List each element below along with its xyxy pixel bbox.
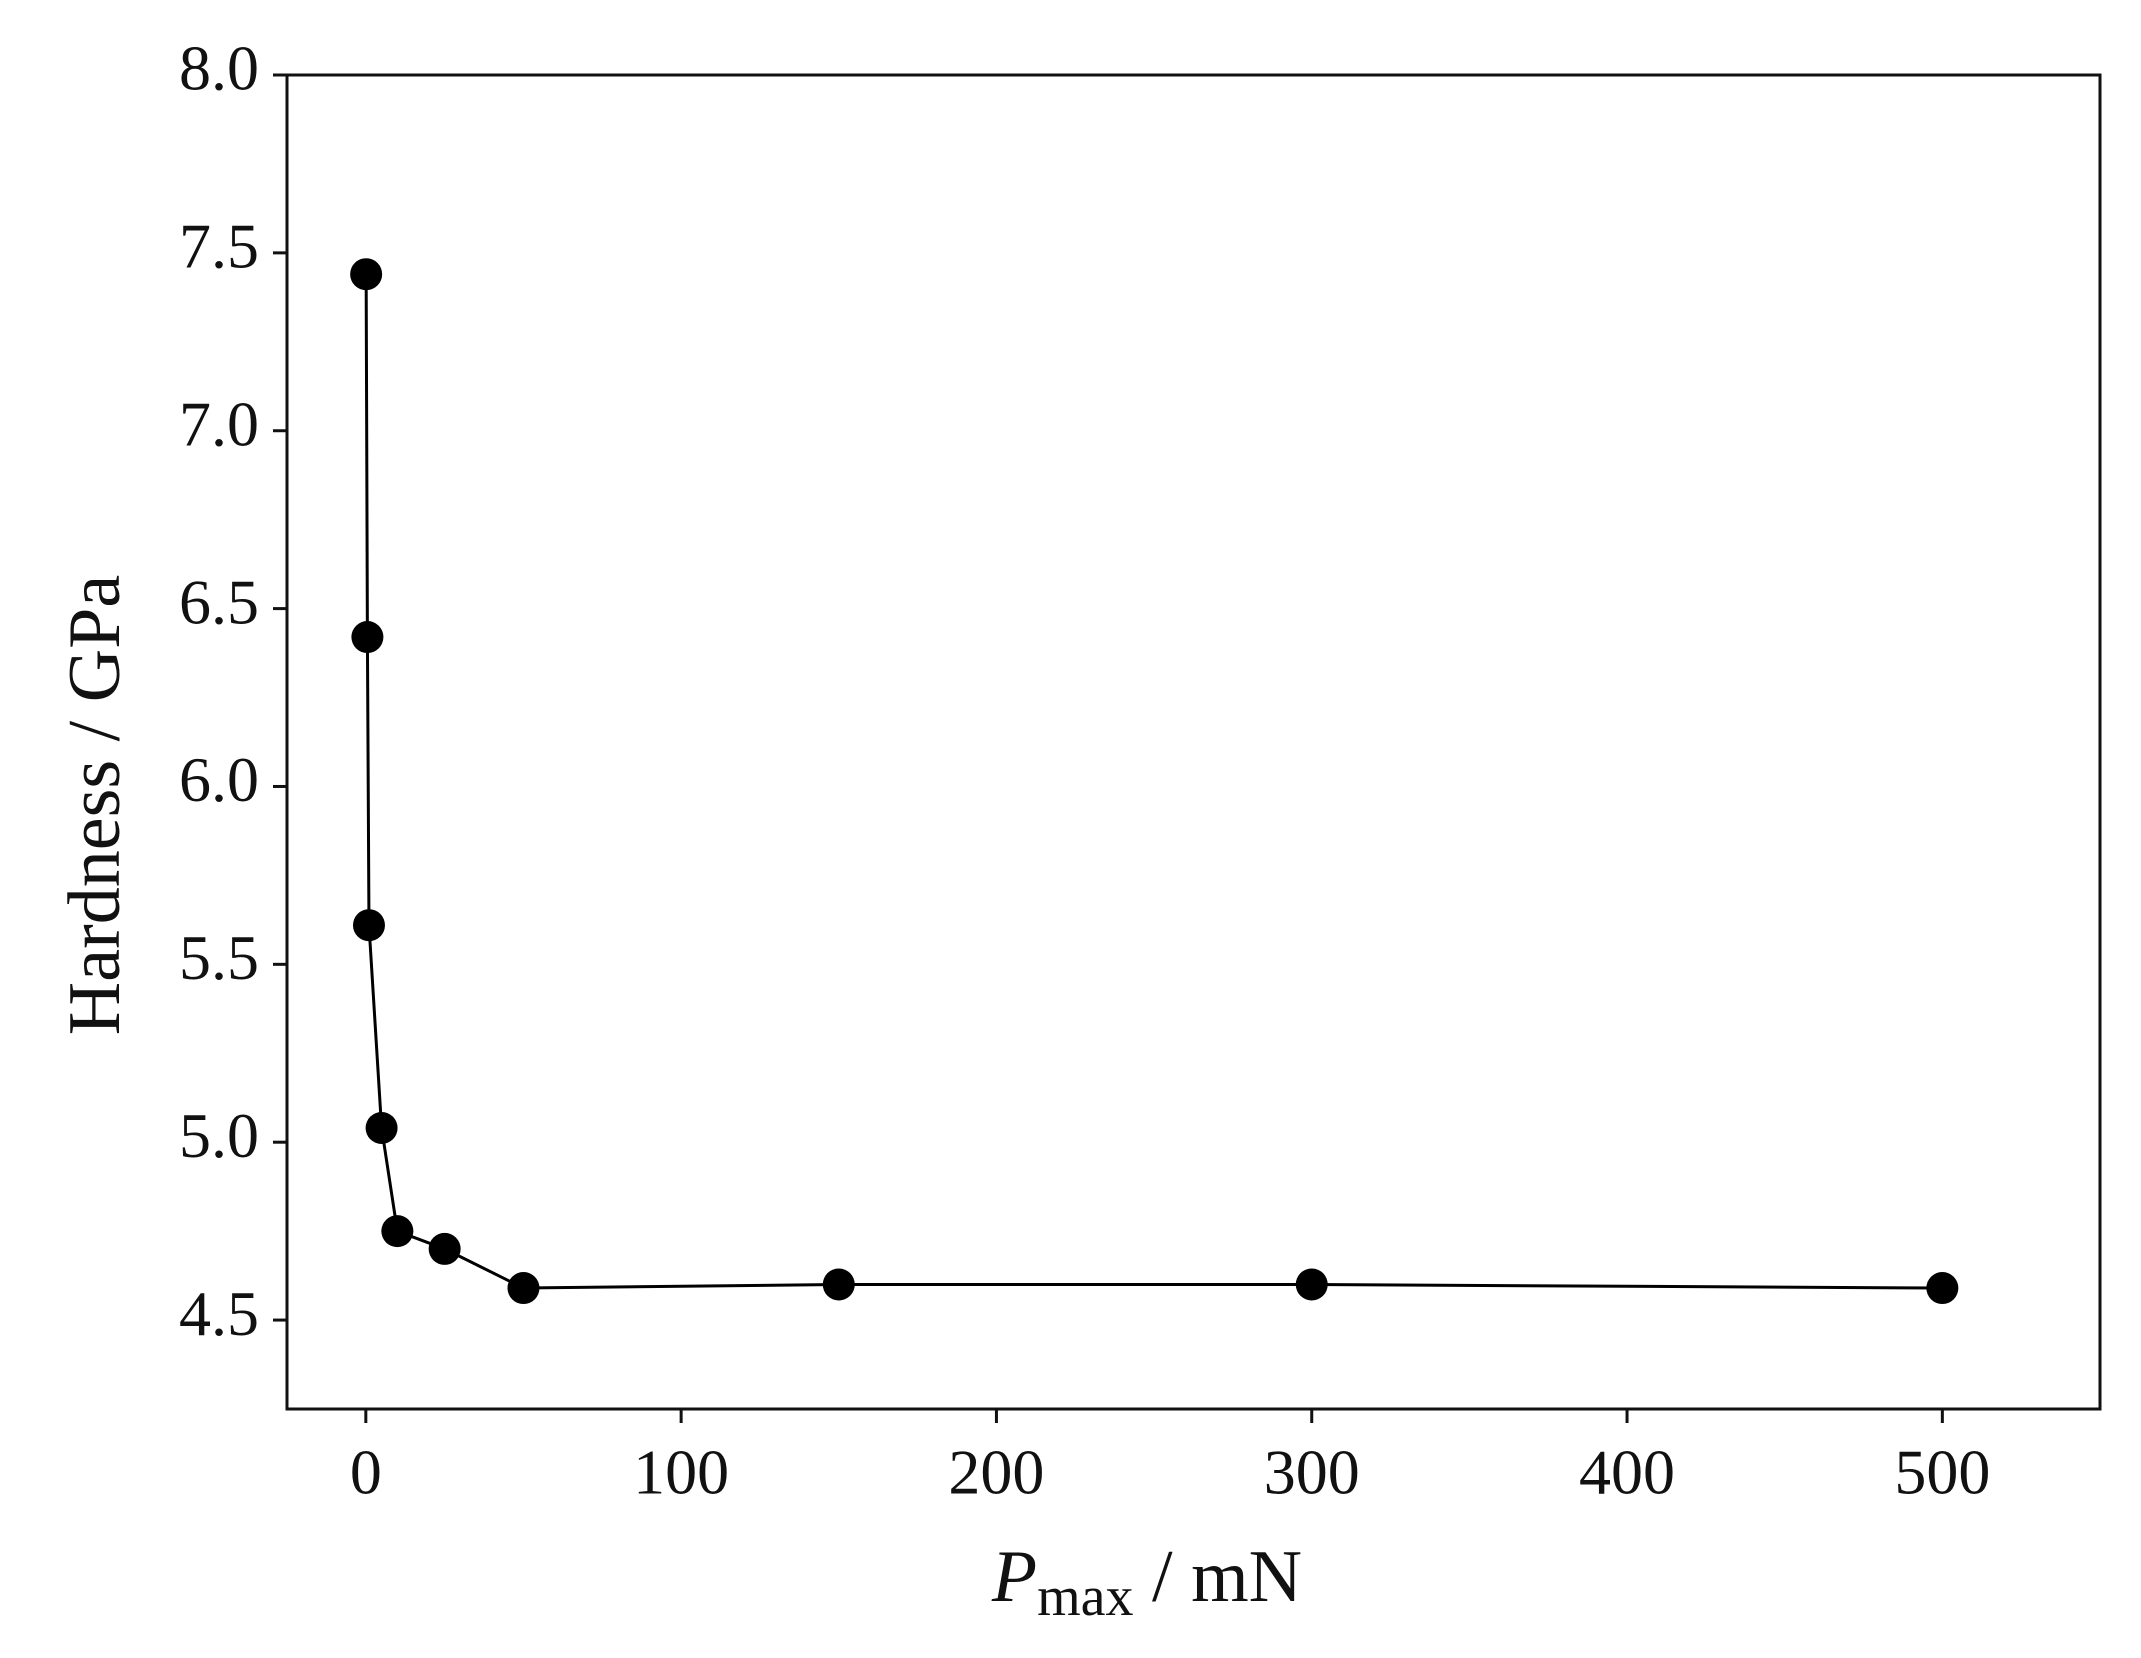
data-point bbox=[1295, 1268, 1328, 1301]
data-point bbox=[822, 1268, 855, 1301]
series-line bbox=[364, 274, 1943, 1290]
y-tick-label: 6.0 bbox=[179, 744, 259, 815]
y-tick-label: 5.5 bbox=[179, 922, 259, 993]
data-point bbox=[350, 258, 383, 291]
x-tick-label: 500 bbox=[1894, 1437, 1990, 1508]
y-tick-label: 7.5 bbox=[179, 211, 259, 282]
data-point bbox=[1926, 1272, 1959, 1305]
y-tick-label: 5.0 bbox=[179, 1100, 259, 1171]
data-point bbox=[352, 909, 385, 942]
y-tick-label: 8.0 bbox=[179, 33, 259, 104]
x-label-unit: / mN bbox=[1134, 1536, 1303, 1618]
plot-frame bbox=[285, 73, 2102, 1411]
y-tick-label: 7.0 bbox=[179, 388, 259, 459]
data-point bbox=[428, 1232, 461, 1265]
x-tick-label: 100 bbox=[633, 1437, 729, 1508]
data-point bbox=[507, 1272, 540, 1305]
data-point bbox=[365, 1111, 398, 1144]
x-tick-label: 300 bbox=[1264, 1437, 1360, 1508]
x-label-symbol: P bbox=[991, 1536, 1037, 1618]
y-axis-label: Hardness / GPa bbox=[54, 575, 136, 1035]
x-tick-label: 0 bbox=[350, 1437, 382, 1508]
x-tick-label: 200 bbox=[948, 1437, 1044, 1508]
x-label-subscript: max bbox=[1037, 1566, 1133, 1628]
x-axis-label: Pmax / mN bbox=[991, 1536, 1302, 1628]
x-tick-label: 400 bbox=[1579, 1437, 1675, 1508]
data-point bbox=[351, 621, 384, 654]
y-tick-label: 4.5 bbox=[179, 1278, 259, 1349]
data-point bbox=[381, 1215, 414, 1248]
y-tick-label: 6.5 bbox=[179, 566, 259, 637]
